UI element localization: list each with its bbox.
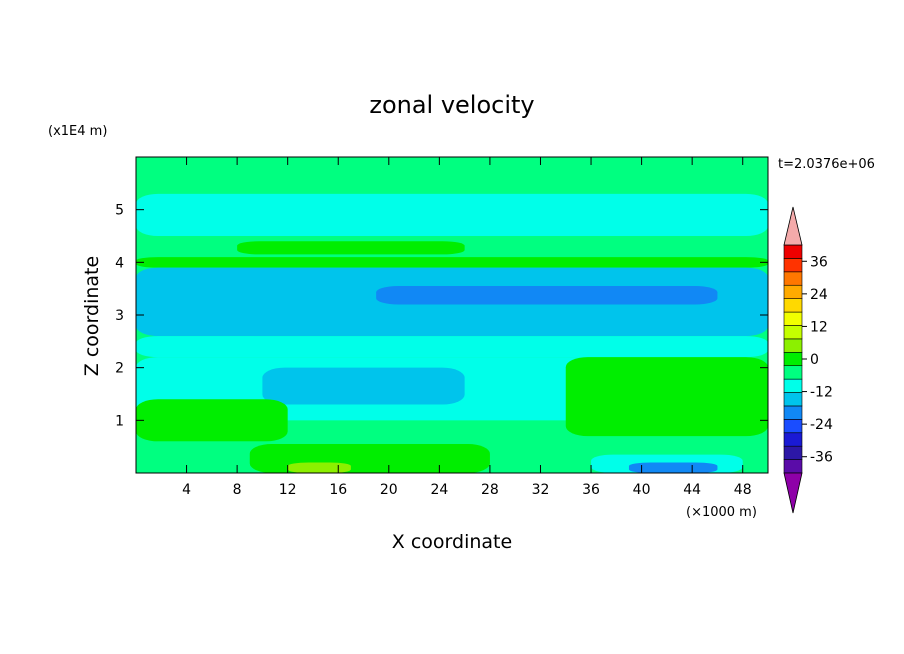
velocity-region xyxy=(565,357,768,437)
colorbar-segment xyxy=(783,298,803,313)
chart-title: zonal velocity xyxy=(369,91,534,119)
velocity-region xyxy=(237,241,465,255)
plot-area xyxy=(135,156,769,474)
colorbar-over-arrow xyxy=(783,206,803,246)
y-tick-label: 2 xyxy=(115,361,124,377)
velocity-field xyxy=(136,157,768,473)
colorbar-segment xyxy=(783,311,803,326)
velocity-region xyxy=(136,257,768,268)
x-tick-label: 8 xyxy=(233,482,242,498)
velocity-region xyxy=(376,286,718,305)
colorbar-tick-label: -12 xyxy=(810,385,833,401)
colorbar-tick-label: -24 xyxy=(810,417,833,433)
x-tick-label: 20 xyxy=(380,482,398,498)
x-axis-label: X coordinate xyxy=(392,531,512,553)
y-tick-label: 3 xyxy=(115,308,124,324)
colorbar-segment xyxy=(783,459,803,474)
colorbar-tick-label: 0 xyxy=(810,352,819,368)
colorbar-segment xyxy=(783,284,803,299)
x-tick-label: 28 xyxy=(481,482,499,498)
colorbar-segment xyxy=(783,338,803,353)
colorbar-segment xyxy=(783,392,803,407)
y-unit-label: (x1E4 m) xyxy=(48,124,107,139)
x-tick-label: 44 xyxy=(683,482,701,498)
velocity-region xyxy=(136,193,768,236)
x-tick-label: 36 xyxy=(582,482,600,498)
colorbar-under-arrow xyxy=(783,472,803,514)
velocity-region xyxy=(249,444,490,473)
time-label: t=2.0376e+06 xyxy=(778,157,875,172)
y-axis-label: Z coordinate xyxy=(81,256,103,376)
colorbar: 36 24 12 0 -12 -24 -36 xyxy=(783,206,833,514)
colorbar-segment xyxy=(783,378,803,393)
x-tick-label: 4 xyxy=(182,482,191,498)
velocity-region xyxy=(628,462,718,473)
colorbar-segment xyxy=(783,405,803,420)
velocity-region xyxy=(262,367,465,405)
x-tick-label: 48 xyxy=(734,482,752,498)
y-tick-label: 4 xyxy=(115,255,124,271)
colorbar-segment xyxy=(783,244,803,259)
colorbar-tick-label: 24 xyxy=(810,287,828,303)
x-tick-label: 32 xyxy=(532,482,550,498)
y-axis: 1 2 3 4 5 xyxy=(115,203,768,429)
velocity-region xyxy=(287,462,351,473)
colorbar-segment xyxy=(783,419,803,434)
colorbar-segment xyxy=(783,325,803,340)
x-unit-label: (×1000 m) xyxy=(686,505,757,520)
y-tick-label: 5 xyxy=(115,203,124,219)
colorbar-tick-label: 12 xyxy=(810,319,828,335)
velocity-region xyxy=(136,399,288,442)
x-tick-label: 16 xyxy=(329,482,347,498)
colorbar-segment xyxy=(783,351,803,367)
colorbar-segment xyxy=(783,271,803,286)
velocity-region xyxy=(136,157,768,194)
x-tick-label: 24 xyxy=(430,482,448,498)
colorbar-segment xyxy=(783,432,803,447)
colorbar-segment xyxy=(783,365,803,380)
colorbar-segment xyxy=(783,445,803,460)
x-axis: 4 8 12 16 20 24 28 32 36 40 44 48 xyxy=(182,157,752,498)
velocity-region xyxy=(136,336,768,358)
colorbar-tick-label: 36 xyxy=(810,254,828,270)
x-tick-label: 12 xyxy=(279,482,297,498)
colorbar-tick-label: -36 xyxy=(810,450,833,466)
colorbar-segment xyxy=(783,258,803,273)
x-tick-label: 40 xyxy=(633,482,651,498)
y-tick-label: 1 xyxy=(115,413,124,429)
